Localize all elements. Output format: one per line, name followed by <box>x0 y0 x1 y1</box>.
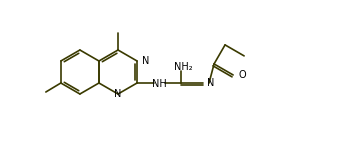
Text: O: O <box>238 70 246 80</box>
Text: N: N <box>207 78 214 88</box>
Text: N: N <box>141 56 149 66</box>
Text: NH₂: NH₂ <box>174 62 192 72</box>
Text: N: N <box>114 89 122 99</box>
Text: NH: NH <box>152 79 167 89</box>
